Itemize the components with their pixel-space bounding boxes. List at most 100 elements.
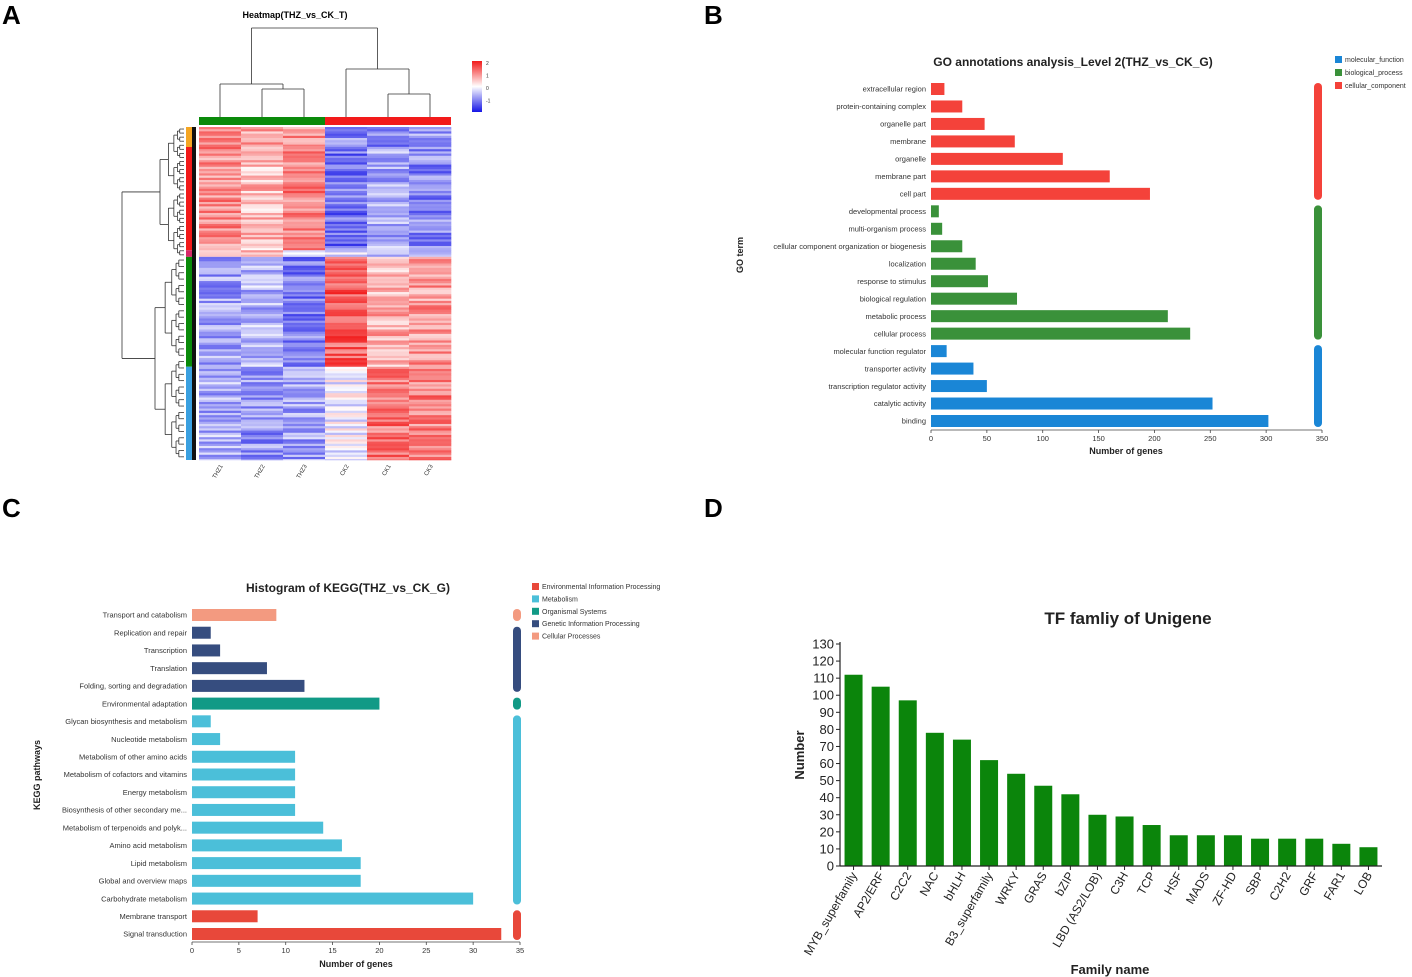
heatmap-cell — [199, 355, 242, 359]
heatmap-cell — [199, 296, 242, 299]
heatmap-cell — [367, 432, 410, 436]
kegg-category-label: Glycan biosynthesis and metabolism — [65, 717, 187, 726]
heatmap-cell — [325, 173, 368, 176]
kegg-bar — [192, 715, 211, 728]
heatmap-cell — [199, 426, 242, 429]
heatmap-cell — [241, 223, 284, 227]
heatmap-cell — [241, 239, 284, 242]
heatmap-cell — [199, 210, 242, 214]
heatmap-cell — [409, 386, 452, 390]
heatmap-cell — [325, 347, 368, 350]
heatmap-cell — [283, 333, 326, 337]
heatmap-cell — [241, 386, 284, 390]
heatmap-cell — [367, 441, 410, 445]
heatmap-cell — [367, 228, 410, 231]
heatmap-cell — [325, 371, 368, 374]
heatmap-cell — [199, 206, 242, 209]
heatmap-cell — [409, 208, 452, 212]
heatmap-cell — [199, 285, 242, 288]
heatmap-cell — [409, 415, 452, 418]
heatmap-cell — [409, 314, 452, 317]
heatmap-cell — [325, 423, 368, 427]
heatmap-cell — [409, 193, 452, 196]
heatmap-cell — [409, 360, 452, 363]
heatmap-cell — [283, 393, 326, 396]
heatmap-cell — [367, 384, 410, 387]
heatmap-cell — [199, 204, 242, 207]
heatmap-cell — [325, 375, 368, 379]
tf-bar — [1223, 835, 1242, 866]
heatmap-cell — [241, 173, 284, 176]
heatmap-cell — [283, 281, 326, 284]
heatmap-cell — [283, 459, 326, 461]
heatmap-cell — [199, 347, 242, 350]
heatmap-cell — [409, 316, 452, 319]
heatmap-cell — [199, 395, 242, 398]
panel-label-d: D — [704, 493, 723, 523]
go-category-label: organelle part — [880, 120, 927, 129]
heatmap-cell — [409, 230, 452, 234]
heatmap-cell — [325, 303, 368, 306]
heatmap-cell — [367, 146, 410, 150]
heatmap-cell — [367, 316, 410, 319]
heatmap-cell — [241, 177, 284, 181]
heatmap-cell — [283, 329, 326, 332]
heatmap-cell — [199, 256, 242, 260]
heatmap-cell — [325, 138, 368, 141]
go-legend-label: biological_process — [1345, 70, 1403, 77]
heatmap-cell — [409, 399, 452, 403]
heatmap-cell — [409, 340, 452, 343]
kegg-category-label: Transcription — [144, 646, 187, 655]
heatmap-cell — [409, 142, 452, 145]
column-labels: THZ1 THZ2 THZ3 CK2 CK1 CK3 — [212, 463, 435, 480]
tf-x-tick-label: LOB — [1351, 870, 1375, 898]
kegg-group-indicator — [513, 626, 521, 692]
kegg-bar — [192, 644, 221, 657]
heatmap-cell — [241, 401, 284, 405]
heatmap-cell — [283, 439, 326, 442]
heatmap-cell — [367, 285, 410, 288]
heatmap-cell — [409, 149, 452, 152]
heatmap-cell — [241, 439, 284, 442]
colorbar-tick-label: 0 — [486, 86, 489, 92]
heatmap-cell — [325, 421, 368, 425]
tf-bar — [1196, 835, 1215, 866]
heatmap-cell — [199, 373, 242, 376]
tf-bars — [844, 674, 1378, 866]
heatmap-cell — [283, 243, 326, 247]
heatmap-cell — [241, 373, 284, 376]
heatmap-cell — [241, 195, 284, 198]
heatmap-cell — [367, 252, 410, 255]
heatmap-cell — [409, 421, 452, 425]
heatmap-cell — [325, 133, 368, 137]
kegg-bar — [192, 697, 380, 710]
heatmap-cell — [325, 127, 368, 130]
heatmap-cell — [325, 362, 368, 365]
heatmap-cell — [283, 270, 326, 273]
heatmap-cell — [325, 221, 368, 225]
heatmap-cell — [325, 419, 368, 423]
heatmap-cell — [199, 153, 242, 157]
heatmap-cell — [283, 256, 326, 260]
heatmap-cell — [325, 197, 368, 201]
heatmap-cell — [325, 259, 368, 262]
heatmap-cell — [241, 410, 284, 414]
panel-label-a: A — [2, 0, 21, 30]
heatmap-cell — [283, 146, 326, 150]
heatmap-cell — [325, 129, 368, 132]
go-tick-label: 300 — [1260, 434, 1273, 443]
heatmap-cell — [283, 195, 326, 198]
kegg-tick-label: 10 — [282, 946, 290, 955]
heatmap-cell — [199, 454, 242, 458]
kegg-category-label: Biosynthesis of other secondary me... — [62, 806, 187, 815]
heatmap-cell — [409, 410, 452, 414]
column-dendrogram — [219, 27, 431, 117]
heatmap-cell — [241, 184, 284, 187]
heatmap-cell — [241, 248, 284, 251]
heatmap-cell — [325, 296, 368, 299]
heatmap-cell — [199, 241, 242, 245]
go-bar — [931, 222, 943, 235]
heatmap-cell — [325, 193, 368, 196]
heatmap-cell — [199, 300, 242, 304]
heatmap-cell — [199, 338, 242, 341]
